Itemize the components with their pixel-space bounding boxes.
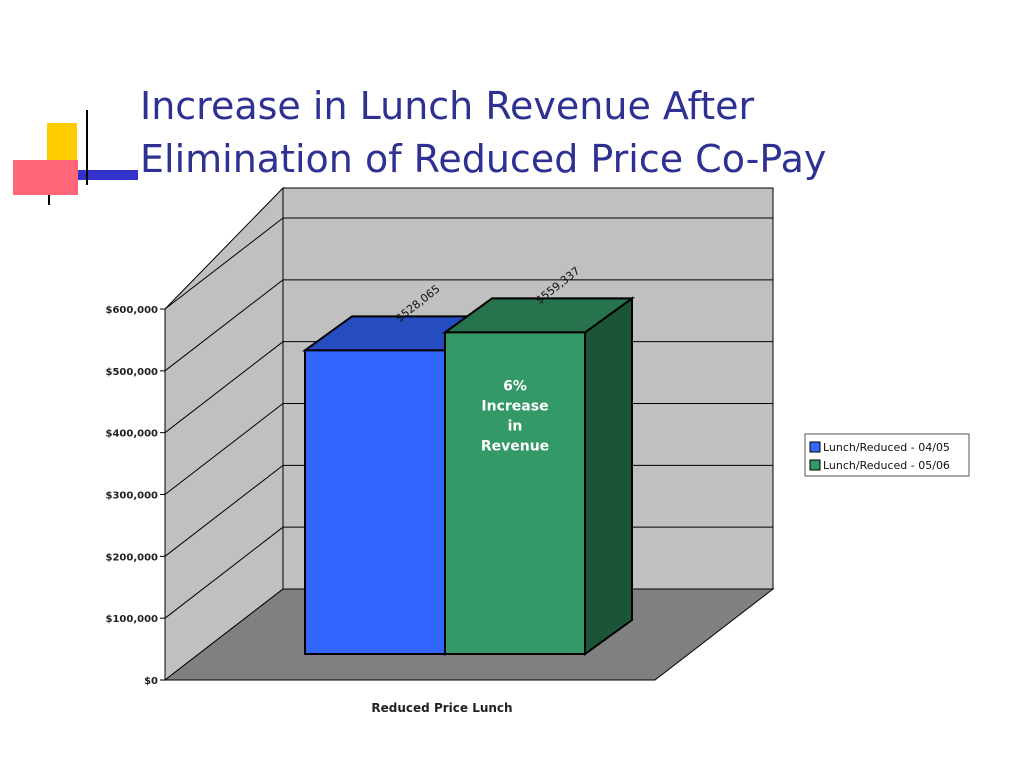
bar-front xyxy=(304,349,446,655)
red-square-decoration xyxy=(13,160,78,195)
annotation-line: in xyxy=(508,418,523,434)
y-tick-label: $400,000 xyxy=(105,429,158,440)
legend-label: Lunch/Reduced - 04/05 xyxy=(823,441,950,454)
slide-title-line-2: Elimination of Reduced Price Co-Pay xyxy=(140,137,827,181)
legend-swatch xyxy=(809,441,821,453)
annotation-line: Revenue xyxy=(481,438,549,454)
x-axis-title: Reduced Price Lunch xyxy=(371,701,512,715)
blue-bar-decoration xyxy=(70,170,138,180)
y-axis-ticks: $0 $100,000 $200,000 $300,000 $400,000 $500,0… xyxy=(105,305,165,687)
legend-box xyxy=(804,433,970,477)
slide-title-line-1: Increase in Lunch Revenue After xyxy=(140,84,755,128)
y-tick-label: $200,000 xyxy=(105,552,158,563)
gridline xyxy=(164,279,773,372)
bars xyxy=(301,296,636,656)
y-tick-label: $600,000 xyxy=(105,305,158,316)
y-tick-label: $0 xyxy=(144,676,158,687)
legend-label: Lunch/Reduced - 05/06 xyxy=(823,459,950,472)
annotation-line: Increase xyxy=(481,398,548,414)
bar-front xyxy=(444,331,586,655)
y-tick-label: $500,000 xyxy=(105,367,158,378)
slide-corner-decoration xyxy=(13,110,138,205)
legend-swatch xyxy=(809,459,821,471)
legend: Lunch/Reduced - 04/05 Lunch/Reduced - 05/… xyxy=(804,433,970,477)
y-tick-label: $300,000 xyxy=(105,491,158,502)
increase-annotation: 6% Increase in Revenue xyxy=(481,378,549,454)
bar-side xyxy=(584,296,633,656)
bar-2 xyxy=(441,296,636,656)
slide-title: Increase in Lunch Revenue After Eliminat… xyxy=(140,80,1000,186)
annotation-line: 6% xyxy=(503,378,527,394)
y-tick-label: $100,000 xyxy=(105,614,158,625)
gridline xyxy=(164,217,773,310)
